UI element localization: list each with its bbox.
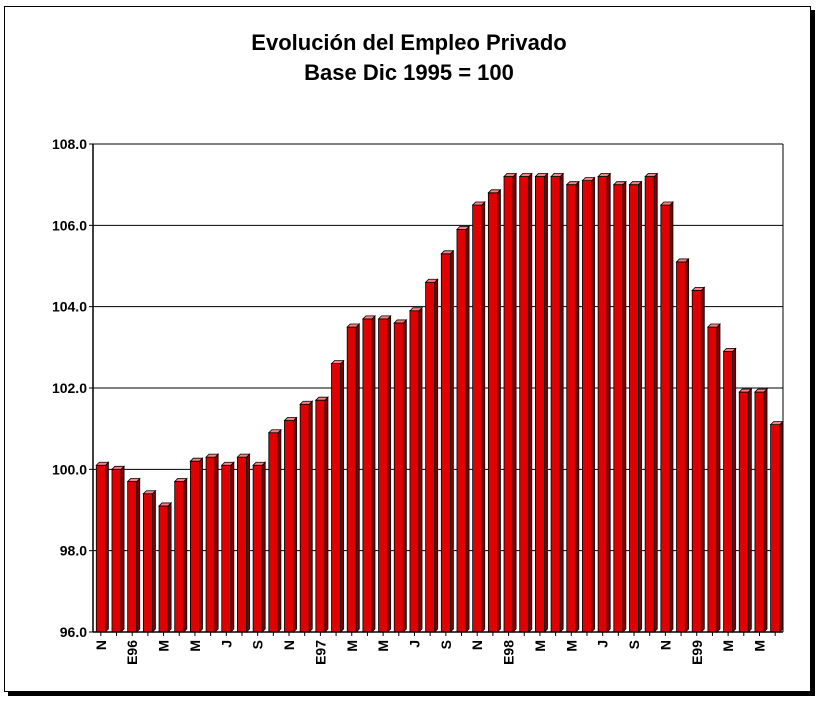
bar: [283, 416, 298, 633]
bar: [738, 388, 753, 633]
y-tick-label: 100.0: [52, 461, 87, 477]
bar: [628, 180, 643, 633]
bar: [722, 347, 737, 633]
bar: [691, 286, 706, 633]
bar: [408, 306, 423, 633]
bar: [471, 201, 486, 633]
bar: [456, 225, 471, 633]
bar: [675, 257, 690, 633]
bar: [424, 278, 439, 633]
bar: [487, 188, 502, 633]
x-tick-label: M: [720, 640, 736, 652]
bar: [503, 172, 518, 633]
bar: [612, 180, 627, 633]
bar: [158, 501, 173, 633]
x-tick-label: J: [595, 640, 611, 648]
y-tick-labels: 96.0 98.0 100.0 102.0 104.0 106.0 108.0: [52, 136, 87, 640]
x-tick-label: E99: [689, 640, 705, 665]
bar: [111, 465, 126, 633]
x-tick-labels: N E96 M M J S N E97 M M J S N E98 M M J S N E99 M M: [93, 640, 768, 665]
x-tick-label: N: [93, 640, 109, 650]
bar: [753, 388, 768, 633]
bar: [597, 172, 612, 633]
bar: [299, 400, 314, 633]
x-tick-label: N: [281, 640, 297, 650]
bar: [220, 461, 235, 633]
bar: [252, 461, 267, 633]
bar: [440, 249, 455, 633]
bar: [550, 172, 565, 633]
bar: [314, 396, 329, 633]
x-tick-label: J: [218, 640, 234, 648]
bar: [377, 314, 392, 633]
bar: [189, 457, 204, 633]
bar: [126, 477, 141, 633]
x-tick-label: M: [344, 640, 360, 652]
bar: [659, 201, 674, 633]
bar: [518, 172, 533, 633]
bar: [142, 489, 157, 633]
x-tick-label: M: [532, 640, 548, 652]
bar: [769, 420, 784, 633]
x-tick-label: S: [438, 640, 454, 649]
bar: [644, 172, 659, 633]
y-tick-label: 108.0: [52, 136, 87, 152]
y-tick-label: 96.0: [60, 624, 87, 640]
x-tick-label: J: [406, 640, 422, 648]
y-tick-label: 98.0: [60, 543, 87, 559]
bar: [95, 461, 110, 633]
x-tick-label: E98: [501, 640, 517, 665]
bar: [346, 323, 361, 633]
chart-subtitle: Base Dic 1995 = 100: [304, 60, 514, 85]
chart-title: Evolución del Empleo Privado: [251, 30, 567, 55]
bar: [205, 453, 220, 633]
x-tick-label: N: [469, 640, 485, 650]
bar: [236, 453, 251, 633]
x-tick-label: M: [156, 640, 172, 652]
y-tick-label: 106.0: [52, 217, 87, 233]
x-tick-label: M: [563, 640, 579, 652]
x-tick-label: S: [626, 640, 642, 649]
x-tick-label: N: [657, 640, 673, 650]
x-tick-label: E97: [312, 640, 328, 665]
y-tick-label: 102.0: [52, 380, 87, 396]
bar: [330, 359, 345, 633]
axes: [89, 143, 784, 636]
x-tick-label: S: [250, 640, 266, 649]
x-tick-label: M: [187, 640, 203, 652]
x-tick-label: M: [375, 640, 391, 652]
x-tick-label: E96: [124, 640, 140, 665]
bar: [565, 180, 580, 633]
bar: [706, 323, 721, 633]
y-tick-label: 104.0: [52, 299, 87, 315]
bar: [393, 318, 408, 633]
bars: [95, 172, 784, 633]
bar: [581, 176, 596, 633]
x-tick-label: M: [751, 640, 767, 652]
bar: [534, 172, 549, 633]
bar: [267, 428, 282, 633]
bar: [361, 314, 376, 633]
bar: [173, 477, 188, 633]
